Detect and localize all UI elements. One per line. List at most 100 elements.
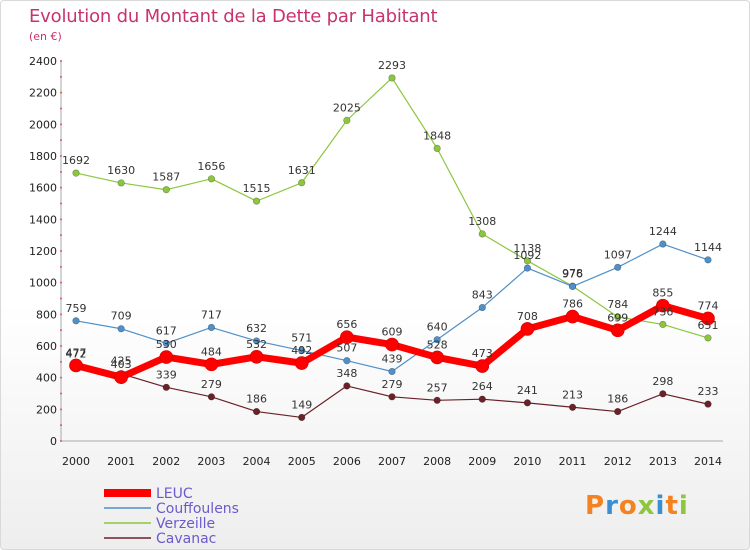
- data-point-couffoulens: [207, 323, 216, 332]
- data-point-leuc: [701, 311, 715, 326]
- y-axis-minor-tick: [60, 186, 62, 189]
- y-tick-label: 1400: [29, 213, 57, 226]
- data-label-couffoulens: 1244: [649, 225, 677, 238]
- data-label-couffoulens: 976: [562, 267, 583, 280]
- y-axis-minor-tick: [60, 265, 62, 268]
- data-label-leuc: 786: [562, 298, 583, 311]
- axes: 0 200 400 600 800 1000 1200 1400 1600 1800 2000 220…: [29, 55, 723, 468]
- data-point-leuc: [565, 309, 580, 324]
- data-point-couffoulens: [388, 367, 396, 376]
- data-point-cavanac: [207, 393, 216, 401]
- y-tick-label: 2400: [29, 55, 57, 68]
- data-point-cavanac: [568, 403, 577, 411]
- data-label-cavanac: 186: [246, 393, 267, 406]
- y-axis-minor-tick: [60, 408, 62, 411]
- data-label-leuc: 656: [336, 318, 357, 331]
- data-point-leuc: [340, 330, 354, 344]
- data-point-verzeille: [207, 175, 216, 183]
- data-label-verzeille: 1692: [62, 154, 90, 167]
- data-point-leuc: [656, 298, 670, 313]
- y-tick-label: 200: [36, 403, 57, 416]
- y-axis-minor-tick: [60, 202, 62, 205]
- data-point-cavanac: [433, 396, 441, 404]
- y-axis-minor-tick: [60, 170, 62, 173]
- x-tick-label: 2004: [243, 455, 271, 468]
- y-axis-minor-tick: [60, 139, 62, 142]
- data-label-leuc: 708: [517, 310, 538, 323]
- data-label-cavanac: 348: [336, 367, 357, 380]
- data-point-leuc: [385, 337, 399, 352]
- data-labels: 477 403 530 484 532 492 656 609 528 473 708 786 699 8…: [62, 59, 722, 411]
- y-axis-minor-tick: [60, 123, 62, 126]
- y-axis-minor-tick: [60, 75, 62, 78]
- data-label-cavanac: 298: [652, 375, 673, 388]
- data-point-couffoulens: [568, 282, 577, 291]
- data-label-leuc: 699: [607, 311, 628, 324]
- data-point-leuc: [520, 322, 535, 336]
- data-label-verzeille: 1656: [197, 160, 225, 173]
- data-label-cavanac: 425: [111, 355, 132, 368]
- logo-letter: r: [605, 491, 619, 521]
- data-label-cavanac: 149: [291, 398, 312, 411]
- y-axis-minor-tick: [60, 313, 62, 316]
- data-label-leuc: 530: [156, 338, 177, 351]
- legend-label-cavanac: Cavanac: [156, 531, 216, 547]
- data-point-couffoulens: [704, 256, 712, 264]
- data-point-couffoulens: [433, 336, 441, 344]
- x-tick-label: 2003: [197, 455, 225, 468]
- data-point-verzeille: [252, 197, 261, 205]
- x-tick-label: 2007: [378, 455, 406, 468]
- x-tick-label: 2012: [604, 455, 632, 468]
- y-tick-label: 1200: [29, 245, 57, 258]
- data-point-leuc: [159, 350, 174, 364]
- data-point-couffoulens: [162, 339, 170, 347]
- y-tick-label: 2000: [29, 118, 57, 131]
- data-label-leuc: 477: [66, 346, 87, 359]
- y-axis-minor-tick: [60, 376, 62, 379]
- data-point-couffoulens: [523, 264, 532, 272]
- y-axis-minor-tick: [60, 250, 62, 252]
- y-axis-minor-tick: [60, 440, 62, 442]
- data-label-verzeille: 2025: [333, 101, 361, 114]
- logo-letter: i: [655, 491, 666, 521]
- y-axis-minor-tick: [60, 91, 62, 94]
- data-label-verzeille: 1848: [423, 129, 451, 142]
- x-tick-label: 2014: [694, 455, 722, 468]
- legend-label-couffoulens: Couffoulens: [156, 501, 239, 517]
- data-point-verzeille: [298, 179, 306, 187]
- data-point-leuc: [294, 356, 309, 370]
- data-point-cavanac: [162, 383, 170, 391]
- x-tick-label: 2002: [152, 455, 180, 468]
- legend-label-verzeille: Verzeille: [156, 516, 215, 532]
- data-label-leuc: 609: [382, 326, 403, 339]
- data-label-leuc: 528: [427, 338, 448, 351]
- data-point-verzeille: [117, 179, 125, 187]
- y-axis-minor-tick: [60, 392, 62, 395]
- data-label-couffoulens: 843: [472, 289, 493, 302]
- data-point-leuc: [114, 370, 128, 384]
- x-tick-label: 2013: [649, 455, 677, 468]
- data-label-verzeille: 978: [562, 267, 583, 280]
- y-tick-label: 1600: [29, 182, 57, 195]
- proxiti-logo: Proxiti: [585, 491, 689, 521]
- x-tick-label: 2006: [333, 455, 361, 468]
- data-point-verzeille: [162, 186, 170, 194]
- data-point-verzeille: [659, 320, 667, 329]
- data-point-verzeille: [72, 169, 80, 177]
- y-axis-minor-tick: [60, 155, 62, 157]
- data-label-cavanac: 186: [607, 393, 628, 406]
- data-point-leuc: [69, 358, 83, 373]
- data-label-couffoulens: 1097: [604, 248, 632, 261]
- y-tick-label: 2200: [29, 87, 57, 100]
- data-point-couffoulens: [659, 240, 667, 248]
- chart-subtitle: (en €): [29, 30, 62, 43]
- data-label-leuc: 403: [111, 358, 132, 371]
- data-label-cavanac: 241: [517, 384, 538, 397]
- data-point-couffoulens: [343, 357, 351, 365]
- data-label-verzeille: 1630: [107, 164, 135, 177]
- x-tick-label: 2000: [62, 455, 90, 468]
- data-label-verzeille: 651: [698, 319, 719, 332]
- data-label-couffoulens: 439: [382, 352, 403, 365]
- data-point-leuc: [610, 323, 625, 338]
